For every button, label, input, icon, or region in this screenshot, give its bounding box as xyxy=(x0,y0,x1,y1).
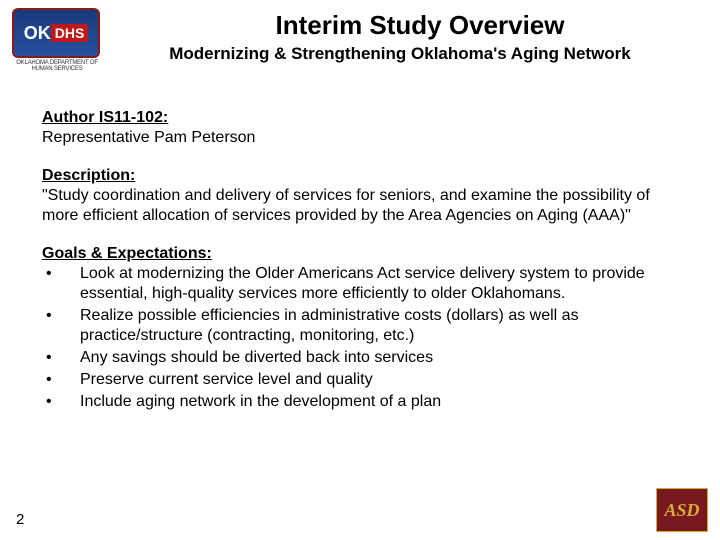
list-item: • Look at modernizing the Older American… xyxy=(42,264,678,304)
goals-heading: Goals & Expectations: xyxy=(42,244,678,264)
slide-subtitle: Modernizing & Strengthening Oklahoma's A… xyxy=(110,44,690,64)
slide-content: Author IS11-102: Representative Pam Pete… xyxy=(42,108,678,430)
goals-list: • Look at modernizing the Older American… xyxy=(42,264,678,412)
bullet-icon: • xyxy=(42,392,80,412)
logo-dhs-text: DHS xyxy=(51,24,89,42)
author-heading: Author IS11-102: xyxy=(42,108,678,128)
logo-ok-text: OK xyxy=(24,23,51,44)
asd-logo-text: ASD xyxy=(664,500,699,521)
bullet-icon: • xyxy=(42,370,80,390)
bullet-icon: • xyxy=(42,306,80,346)
bullet-icon: • xyxy=(42,264,80,304)
okdhs-logo: OKDHS OKLAHOMA DEPARTMENT OF HUMAN SERVI… xyxy=(12,8,102,80)
okdhs-seal: OKDHS xyxy=(12,8,100,58)
asd-logo: ASD xyxy=(656,488,708,532)
author-text: Representative Pam Peterson xyxy=(42,128,678,148)
goal-text: Realize possible efficiencies in adminis… xyxy=(80,306,678,346)
description-text: "Study coordination and delivery of serv… xyxy=(42,186,678,226)
slide-title: Interim Study Overview xyxy=(160,10,680,41)
bullet-icon: • xyxy=(42,348,80,368)
goal-text: Preserve current service level and quali… xyxy=(80,370,678,390)
list-item: • Any savings should be diverted back in… xyxy=(42,348,678,368)
list-item: • Realize possible efficiencies in admin… xyxy=(42,306,678,346)
description-heading: Description: xyxy=(42,166,678,186)
author-block: Author IS11-102: Representative Pam Pete… xyxy=(42,108,678,148)
goal-text: Any savings should be diverted back into… xyxy=(80,348,678,368)
description-block: Description: "Study coordination and del… xyxy=(42,166,678,226)
goal-text: Include aging network in the development… xyxy=(80,392,678,412)
goal-text: Look at modernizing the Older Americans … xyxy=(80,264,678,304)
page-number: 2 xyxy=(16,511,24,528)
list-item: • Preserve current service level and qua… xyxy=(42,370,678,390)
goals-block: Goals & Expectations: • Look at moderniz… xyxy=(42,244,678,412)
slide: OKDHS OKLAHOMA DEPARTMENT OF HUMAN SERVI… xyxy=(0,0,720,540)
list-item: • Include aging network in the developme… xyxy=(42,392,678,412)
okdhs-caption: OKLAHOMA DEPARTMENT OF HUMAN SERVICES xyxy=(12,60,102,72)
